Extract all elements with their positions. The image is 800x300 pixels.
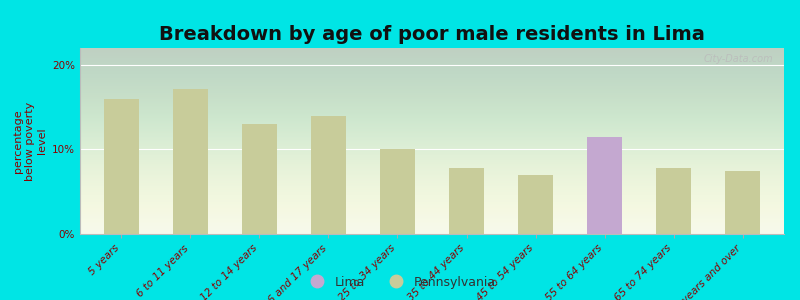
Bar <box>518 175 553 234</box>
Bar <box>380 149 414 234</box>
Bar <box>726 171 760 234</box>
Y-axis label: percentage
below poverty
level: percentage below poverty level <box>14 101 46 181</box>
Bar <box>587 154 622 234</box>
Bar <box>311 116 346 234</box>
Legend: Lima, Pennsylvania: Lima, Pennsylvania <box>299 271 501 294</box>
Text: City-Data.com: City-Data.com <box>704 54 774 64</box>
Title: Breakdown by age of poor male residents in Lima: Breakdown by age of poor male residents … <box>159 25 705 44</box>
Bar <box>173 88 208 234</box>
Bar <box>656 168 691 234</box>
Bar <box>104 99 138 234</box>
Bar <box>242 124 277 234</box>
Bar <box>587 137 622 234</box>
Bar <box>450 168 484 234</box>
